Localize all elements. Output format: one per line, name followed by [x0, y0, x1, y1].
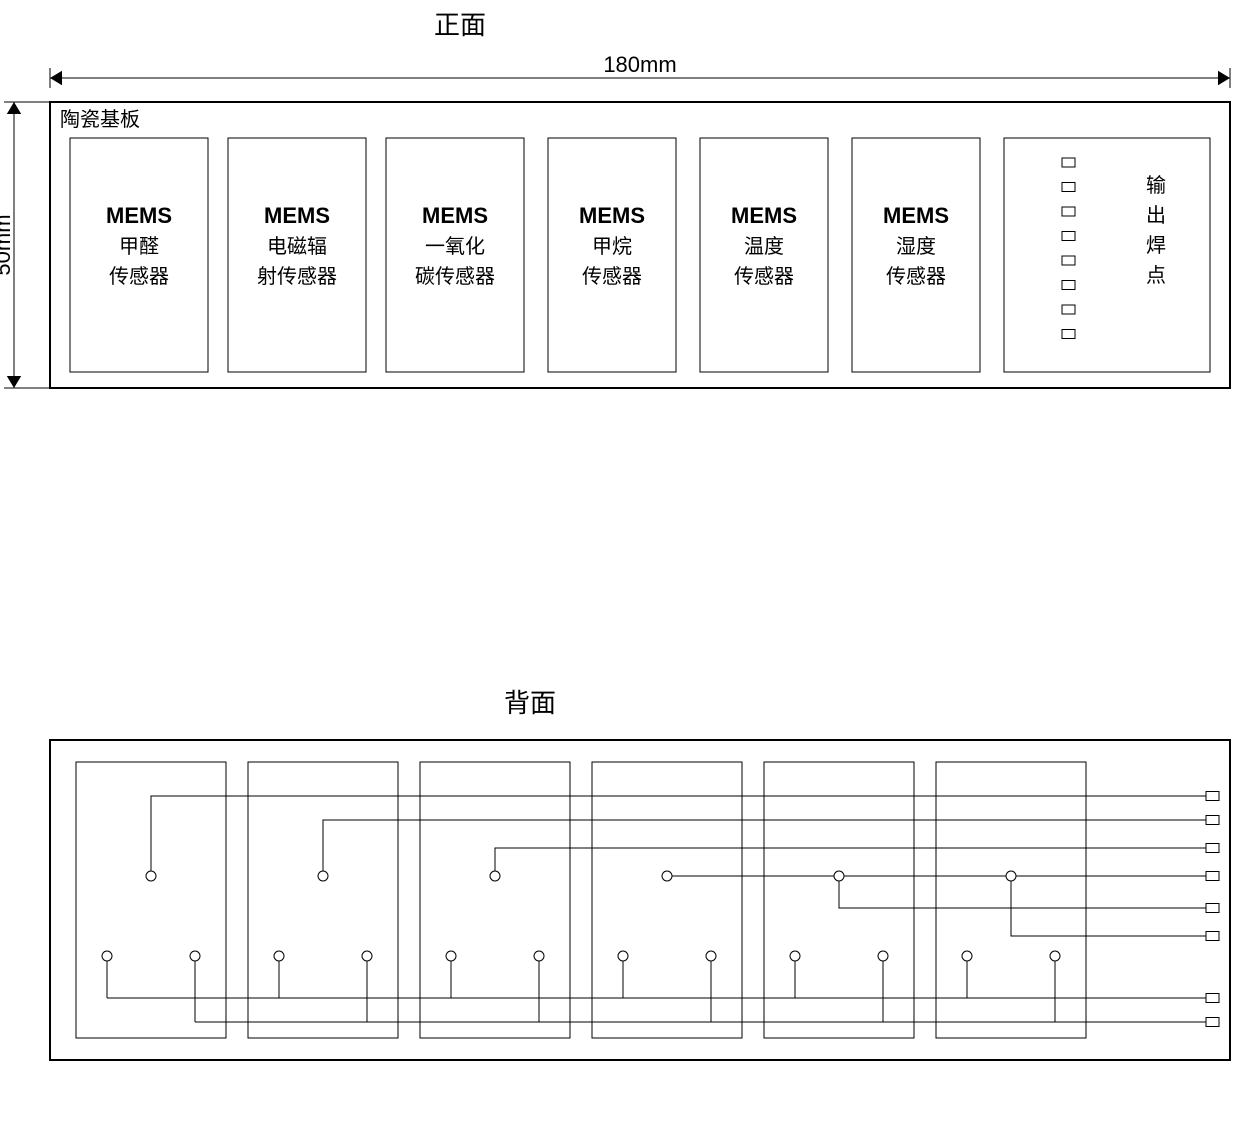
front-output-pad-4 [1062, 256, 1075, 265]
sensor-l3-2: 碳传感器 [415, 265, 495, 288]
sensor-l2-0: 甲醛 [119, 235, 159, 258]
back-output-pad-1 [1206, 816, 1219, 825]
dim-width-label: 180mm [603, 52, 676, 77]
output-pad-label-char-3: 点 [1146, 264, 1166, 287]
trace-top-slot4 [839, 876, 1206, 908]
back-bot-node-right-2 [534, 951, 544, 961]
sensor-l3-4: 传感器 [734, 265, 794, 288]
sensor-l2-5: 湿度 [896, 235, 936, 258]
back-top-node-5 [1006, 871, 1016, 881]
back-slot-1 [248, 762, 398, 1038]
sensor-l2-3: 甲烷 [592, 235, 632, 258]
trace-top-slot5 [1011, 876, 1206, 936]
sensor-name-5: MEMS [883, 203, 949, 228]
front-output-pad-2 [1062, 207, 1075, 216]
sensor-name-2: MEMS [422, 203, 488, 228]
back-bot-node-right-0 [190, 951, 200, 961]
back-output-pad-5 [1206, 932, 1219, 941]
trace-top-slot2 [495, 848, 1206, 876]
back-bot-node-left-0 [102, 951, 112, 961]
sensor-l3-1: 射传感器 [257, 265, 337, 288]
back-bot-node-left-5 [962, 951, 972, 961]
back-top-node-3 [662, 871, 672, 881]
sensor-l3-3: 传感器 [582, 265, 642, 288]
back-top-node-4 [834, 871, 844, 881]
back-bot-node-right-5 [1050, 951, 1060, 961]
output-pad-label-char-0: 输 [1146, 174, 1166, 197]
back-bot-node-left-4 [790, 951, 800, 961]
front-output-pad-5 [1062, 281, 1075, 290]
back-slot-2 [420, 762, 570, 1038]
back-board [50, 740, 1230, 1060]
back-bot-node-left-1 [274, 951, 284, 961]
sensor-l3-0: 传感器 [109, 265, 169, 288]
front-output-pad-6 [1062, 305, 1075, 314]
trace-top-slot0 [151, 796, 1206, 876]
sensor-name-0: MEMS [106, 203, 172, 228]
back-top-node-1 [318, 871, 328, 881]
output-pad-label-char-2: 焊 [1146, 234, 1166, 257]
sensor-name-1: MEMS [264, 203, 330, 228]
back-top-node-0 [146, 871, 156, 881]
back-bot-node-right-1 [362, 951, 372, 961]
back-output-pad-6 [1206, 994, 1219, 1003]
sensor-l2-4: 温度 [744, 235, 784, 258]
back-output-pad-4 [1206, 904, 1219, 913]
sensor-l2-1: 电磁辐 [267, 235, 327, 258]
front-output-pad-1 [1062, 183, 1075, 192]
back-output-pad-2 [1206, 844, 1219, 853]
sensor-l2-2: 一氧化 [425, 235, 485, 258]
front-output-pad-7 [1062, 330, 1075, 339]
dim-height-label: 50mm [0, 214, 15, 275]
back-output-pad-7 [1206, 1018, 1219, 1027]
front-output-pad-0 [1062, 158, 1075, 167]
back-bot-node-right-3 [706, 951, 716, 961]
sensor-name-3: MEMS [579, 203, 645, 228]
back-bot-node-right-4 [878, 951, 888, 961]
front-board [50, 102, 1230, 388]
output-pad-block [1004, 138, 1210, 372]
sensor-name-4: MEMS [731, 203, 797, 228]
front-title: 正面 [434, 10, 486, 40]
back-bot-node-left-3 [618, 951, 628, 961]
back-title: 背面 [504, 688, 556, 718]
back-output-pad-0 [1206, 792, 1219, 801]
output-pad-label-char-1: 出 [1146, 204, 1166, 227]
back-slot-3 [592, 762, 742, 1038]
board-label: 陶瓷基板 [60, 108, 140, 131]
front-output-pad-3 [1062, 232, 1075, 241]
sensor-l3-5: 传感器 [886, 265, 946, 288]
back-top-node-2 [490, 871, 500, 881]
back-bot-node-left-2 [446, 951, 456, 961]
back-output-pad-3 [1206, 872, 1219, 881]
